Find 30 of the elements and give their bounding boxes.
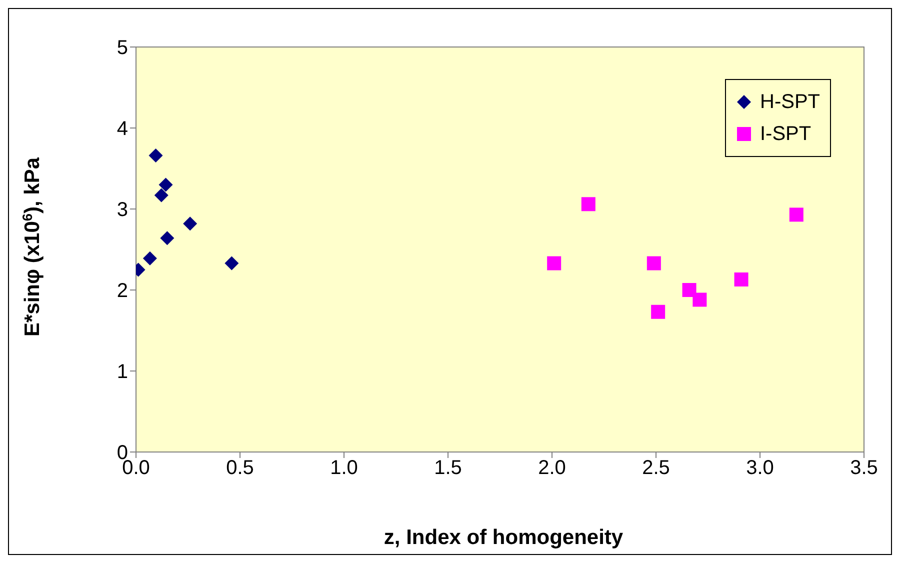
x-tick-label: 3.5	[850, 457, 878, 480]
y-tick-label: 1	[116, 361, 128, 384]
point	[581, 197, 596, 212]
x-tick-label: 1.5	[434, 457, 462, 480]
point	[183, 216, 198, 231]
legend-label: I-SPT	[759, 122, 812, 147]
point	[154, 188, 168, 202]
point	[158, 178, 173, 192]
point	[224, 256, 239, 270]
point	[651, 304, 666, 319]
y-tick-label: 3	[116, 199, 128, 222]
x-tick-label: 2.0	[538, 457, 566, 480]
point	[682, 283, 696, 297]
point	[148, 148, 163, 163]
point	[692, 292, 707, 307]
x-tick-label: 1.0	[330, 457, 358, 480]
point	[142, 251, 157, 266]
y-tick-label: 4	[116, 118, 128, 140]
y-tick-label: 2	[116, 280, 128, 302]
x-tick-label: 0.5	[226, 457, 254, 480]
point	[160, 231, 174, 246]
point	[646, 256, 661, 270]
point	[547, 256, 562, 270]
point	[789, 208, 804, 222]
point	[734, 272, 748, 286]
x-tick-label: 2.5	[642, 457, 670, 480]
x-tick-label: 3.0	[746, 457, 774, 480]
x-axis-title: z, Index of homogeneity	[384, 526, 624, 549]
legend-label: H-SPT	[759, 90, 820, 115]
y-tick-label: 5	[116, 37, 128, 60]
